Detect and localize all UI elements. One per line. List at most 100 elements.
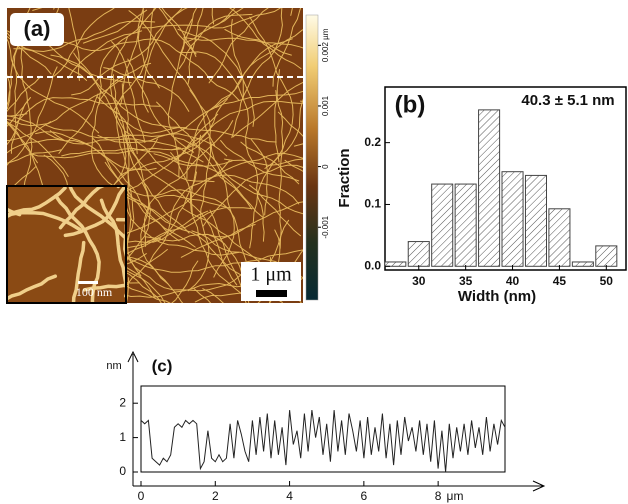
x-axis-label: Width (nm) [458,288,536,305]
colorbar-tick-label: 0.001 [321,95,330,116]
fiber [128,249,303,273]
fiber [178,13,253,70]
fiber [276,69,284,249]
x-tick-label: 4 [286,489,293,503]
y-axis-label: nm [106,360,121,372]
y-tick-label: 0 [119,464,126,478]
fiber [141,8,188,113]
inset-scale-bar [78,281,98,284]
x-tick-label: 30 [412,274,426,288]
colorbar-tick-label: 0 [321,164,330,169]
fiber [161,8,197,57]
fiber [58,186,107,230]
fiber [92,137,196,248]
arrow-head [127,350,139,363]
fiber [209,209,247,303]
histogram-panel: (b) 40.3 ± 5.1 nm Width (nm) Fraction [336,86,627,305]
colorbar-tick-label: -0.001 [321,215,330,238]
colorbar-tick-label: 0.002 µm [321,28,330,62]
fiber [127,58,195,153]
y-axis-label: Fraction [336,148,353,207]
fiber [143,120,234,247]
y-tick-label: 0.0 [364,258,381,272]
bar [478,109,501,267]
plot-frame [384,86,627,271]
bar [571,261,594,267]
fiber [202,164,303,227]
fiber [118,118,188,134]
bar [595,245,618,267]
fiber [208,8,269,84]
x-tick-label: 6 [361,489,368,503]
fiber [179,51,265,242]
profile-panel: (c) nm μm [106,350,546,503]
panel-label: (c) [152,356,173,375]
fiber [7,97,31,146]
fiber [148,174,300,264]
scale-bar [256,290,287,297]
fiber [231,8,283,139]
fiber [53,8,115,77]
fiber [28,147,181,159]
fiber [272,8,302,87]
y-tick-label: 2 [119,395,126,409]
fiber [38,38,240,101]
fiber [137,8,160,89]
fiber [155,194,227,208]
fiber [210,8,236,29]
fiber [193,287,212,303]
y-tick-label: 1 [119,430,126,444]
fiber [7,38,100,134]
fiber [35,131,180,242]
fiber [7,74,11,109]
fiber [7,149,62,164]
fiber [7,76,126,127]
fiber [156,101,253,210]
bar [431,183,454,267]
fiber [58,93,99,154]
fiber [145,201,303,242]
fiber [68,186,126,239]
fiber [224,29,292,56]
fiber [175,100,303,161]
afm-image: (a) 1 μm 100 nm [6,8,319,304]
fiber [111,41,146,143]
fiber [220,140,300,182]
fiber [224,158,303,166]
inset-border [6,185,127,304]
x-tick-label: 35 [459,274,473,288]
annotation: 40.3 ± 5.1 nm [521,92,614,109]
fiber [121,185,240,256]
fiber [7,115,65,141]
fiber [7,120,69,177]
fiber [183,37,303,49]
fiber [274,90,280,163]
fiber [7,121,38,164]
x-tick-label: 40 [506,274,520,288]
fiber [7,121,52,142]
fiber [7,279,8,281]
fiber [13,48,88,81]
fiber [98,8,157,105]
scale-bar-label: 1 μm [250,264,292,286]
fiber [63,186,126,238]
fiber [10,30,28,154]
colorbar [305,14,319,301]
fiber [277,111,303,137]
fiber [208,152,303,181]
fiber [73,52,277,143]
x-tick-label: 8 [435,489,442,503]
panel-label: (b) [395,91,426,118]
fiber [249,16,294,169]
y-tick-label: 0.1 [364,197,381,211]
x-tick-label: 45 [553,274,567,288]
fiber [7,186,67,218]
fiber [210,141,235,278]
fiber [97,96,138,155]
fiber [7,99,29,127]
fiber [190,134,201,216]
fiber [153,153,233,167]
fiber [82,283,126,292]
bar [384,261,407,267]
fiber [202,288,224,303]
